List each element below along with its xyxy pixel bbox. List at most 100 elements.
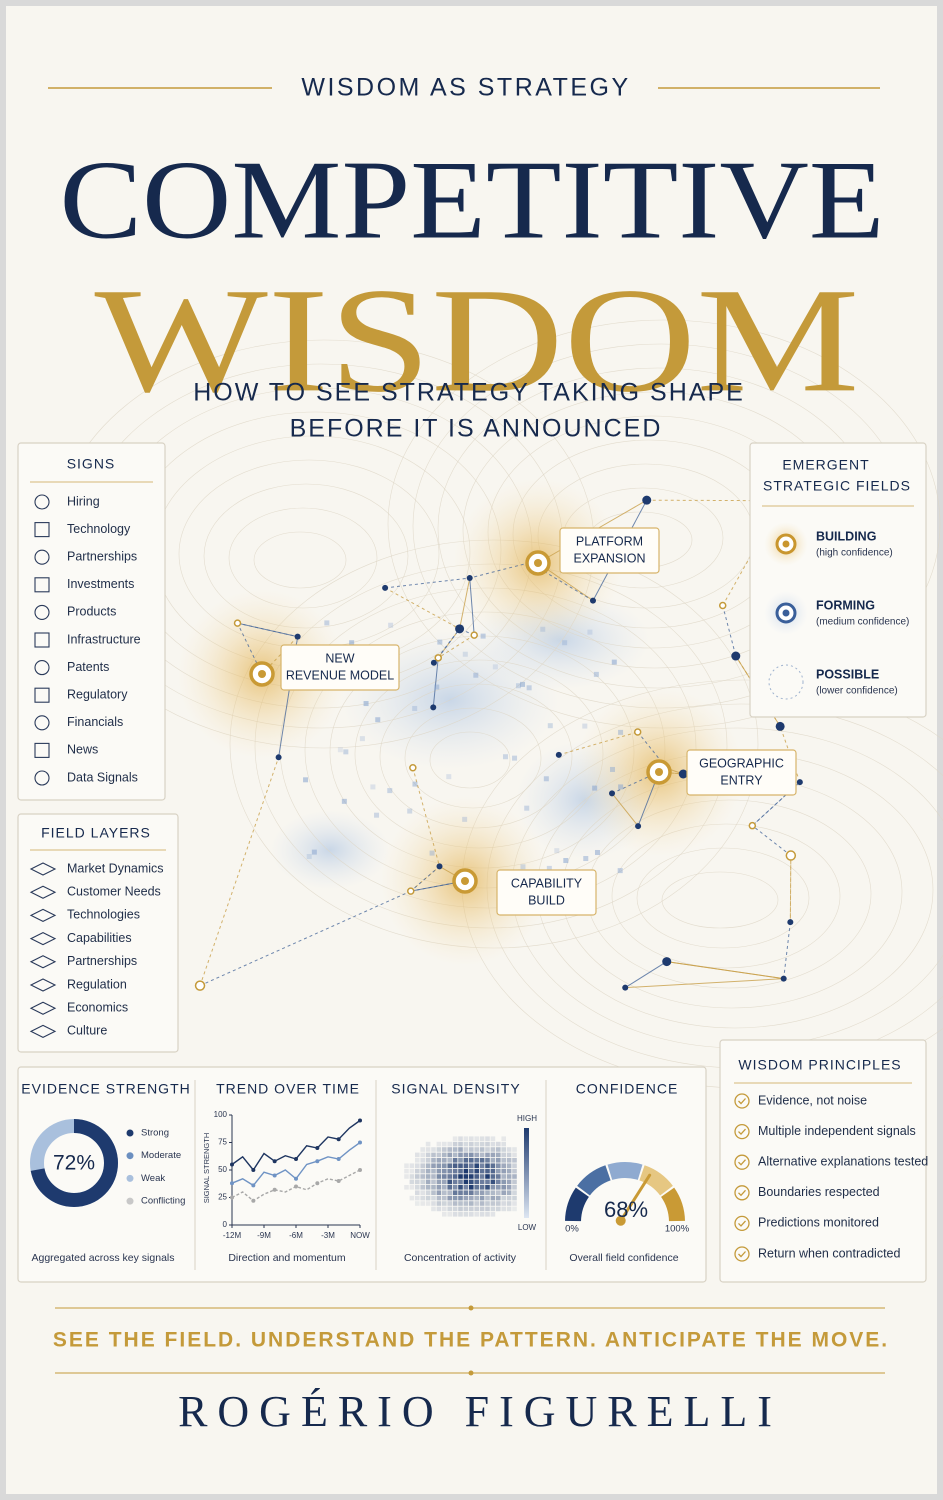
check-mark — [738, 1251, 746, 1258]
network-edge — [624, 961, 667, 989]
data-pixel — [520, 681, 526, 687]
subtitle: HOW TO SEE STRATEGY TAKING SHAPE — [193, 379, 745, 407]
x-tick-label: -9M — [257, 1231, 271, 1240]
density-cell — [469, 1152, 474, 1158]
density-cell — [490, 1168, 496, 1174]
sign-item: News — [67, 743, 98, 757]
legend-dot — [126, 1174, 134, 1182]
density-cell — [474, 1190, 479, 1195]
density-cell — [452, 1195, 458, 1201]
density-cell — [436, 1141, 442, 1147]
density-cell — [512, 1152, 517, 1158]
density-cell — [463, 1163, 469, 1168]
density-cell — [436, 1195, 442, 1201]
density-cell — [442, 1152, 447, 1158]
density-cell — [469, 1168, 474, 1174]
density-cell — [490, 1195, 496, 1201]
legend-note: (medium confidence) — [816, 617, 909, 628]
density-scale — [524, 1128, 529, 1218]
sign-item: Technology — [67, 522, 131, 536]
density-cell — [506, 1206, 512, 1212]
density-cell — [490, 1174, 496, 1179]
data-pixel — [618, 784, 624, 790]
data-pixel — [512, 755, 518, 761]
data-pixel — [446, 774, 452, 780]
density-cell — [512, 1147, 517, 1152]
density-cell — [512, 1174, 517, 1179]
density-cell — [420, 1179, 425, 1185]
layer-icon — [29, 1001, 57, 1015]
density-cell — [474, 1141, 479, 1147]
density-cell — [420, 1152, 425, 1158]
data-pixel — [540, 626, 546, 632]
density-cell — [431, 1147, 436, 1152]
field-label-box — [280, 644, 400, 691]
density-cell — [442, 1206, 447, 1212]
data-pixel — [311, 849, 317, 855]
network-node — [775, 721, 785, 731]
trend-point — [336, 1137, 341, 1142]
density-cell — [415, 1195, 420, 1201]
sign-item: Financials — [67, 715, 123, 729]
density-cell — [463, 1195, 469, 1201]
data-pixel — [462, 651, 468, 657]
network-node — [555, 751, 562, 758]
legend-dot — [126, 1197, 134, 1205]
density-cell — [501, 1158, 506, 1163]
sign-item: Investments — [67, 577, 134, 591]
density-cell — [463, 1179, 469, 1185]
x-tick-label: -6M — [289, 1231, 303, 1240]
density-cell — [469, 1190, 474, 1195]
density-cell — [501, 1201, 506, 1206]
check-mark — [738, 1220, 746, 1227]
layer-icon — [29, 885, 57, 899]
density-cell — [409, 1185, 415, 1190]
density-cell — [512, 1179, 517, 1185]
network-edge — [751, 781, 801, 827]
network-node — [662, 957, 672, 967]
sign-icon — [34, 577, 50, 593]
density-cell — [425, 1195, 431, 1201]
density-cell — [469, 1141, 474, 1147]
density-cell — [479, 1147, 485, 1152]
density-cell — [452, 1179, 458, 1185]
gauge-tick-label: 0% — [565, 1224, 579, 1235]
density-cell — [496, 1206, 501, 1212]
trend-point — [251, 1183, 256, 1188]
field-node-core — [461, 877, 469, 885]
principle: Predictions monitored — [758, 1216, 879, 1230]
density-cell — [463, 1206, 469, 1212]
density-cell — [469, 1163, 474, 1168]
metric-title: TREND OVER TIME — [216, 1081, 360, 1097]
network-edge — [625, 978, 784, 989]
density-cell — [447, 1147, 452, 1152]
density-cell — [496, 1158, 501, 1163]
data-pixel — [543, 776, 549, 782]
layers-panel — [17, 813, 179, 1053]
layer-item: Capabilities — [67, 931, 132, 945]
density-cell — [490, 1179, 496, 1185]
data-pixel — [554, 848, 560, 854]
check-mark — [738, 1159, 746, 1166]
check-icon — [734, 1123, 750, 1140]
network-edge — [558, 731, 638, 756]
density-cell — [409, 1163, 415, 1168]
density-cell — [409, 1168, 415, 1174]
density-cell — [463, 1152, 469, 1158]
density-cell — [442, 1195, 447, 1201]
layer-item: Market Dynamics — [67, 861, 164, 875]
density-cell — [501, 1185, 506, 1190]
density-cell — [458, 1201, 463, 1206]
density-cell — [425, 1163, 431, 1168]
metric-title: SIGNAL DENSITY — [391, 1081, 520, 1097]
density-cell — [452, 1212, 458, 1217]
density-cell — [463, 1168, 469, 1174]
density-cell — [485, 1147, 490, 1152]
density-cell — [442, 1201, 447, 1206]
sign-icon — [34, 494, 50, 510]
density-cell — [458, 1206, 463, 1212]
density-cell — [506, 1179, 512, 1185]
layer-icon — [29, 1024, 57, 1039]
data-pixel — [370, 784, 376, 790]
data-pixel — [429, 850, 435, 856]
